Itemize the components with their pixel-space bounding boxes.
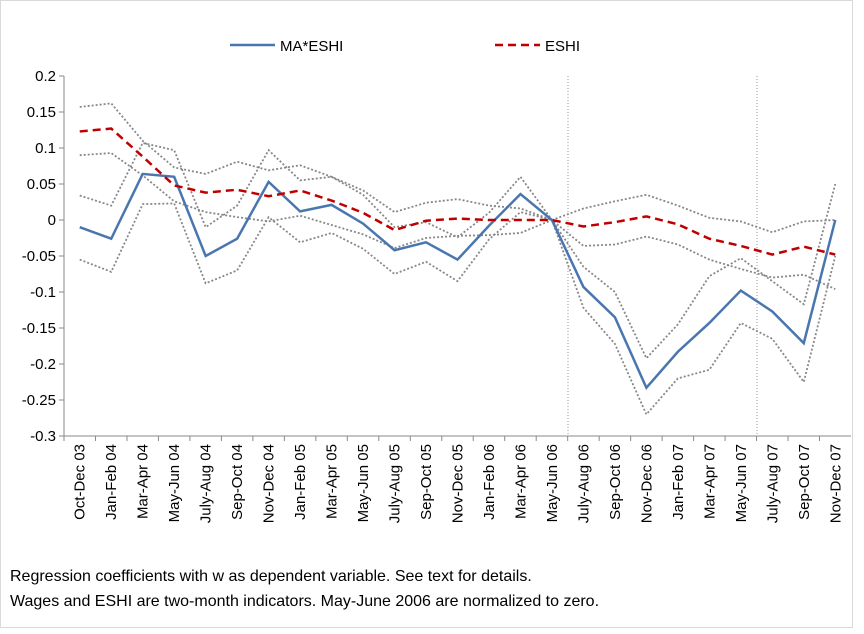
x-tick-label: Mar-Apr 04	[135, 444, 152, 519]
x-tick-label: Nov-Dec 07	[827, 444, 844, 523]
y-tick-label: -0.1	[30, 284, 56, 301]
x-tick-label: Sep-Oct 04	[229, 444, 246, 520]
x-tick-label: July-Aug 05	[387, 444, 404, 523]
x-tick-label: Sep-Oct 07	[796, 444, 813, 520]
series-line	[79, 152, 836, 290]
x-tick-label: Jan-Feb 07	[670, 444, 687, 520]
y-tick-label: -0.15	[22, 320, 56, 337]
y-tick-label: 0.2	[35, 68, 56, 85]
y-tick-label: -0.2	[30, 356, 56, 373]
x-tick-label: Sep-Oct 06	[607, 444, 624, 520]
x-tick-label: Jan-Feb 04	[103, 444, 120, 520]
x-tick-label: Oct-Dec 03	[72, 444, 89, 520]
y-tick-label: 0.15	[27, 104, 56, 121]
x-tick-label: Mar-Apr 05	[324, 444, 341, 519]
x-tick-label: July-Aug 04	[198, 444, 215, 523]
series-line	[79, 172, 837, 391]
chart-frame	[0, 0, 853, 628]
x-tick-label: Jan-Feb 06	[481, 444, 498, 520]
y-tick-label: 0	[48, 212, 56, 229]
series-line	[79, 141, 837, 360]
x-tick-label: May-Jun 05	[355, 444, 372, 522]
y-tick-label: 0.1	[35, 140, 56, 157]
y-tick-label: 0.05	[27, 176, 56, 193]
note: Wages and ESHI are two-month indicators.…	[10, 593, 599, 610]
x-tick-label: Mar-Apr 06	[512, 444, 529, 519]
x-tick-label: Nov-Dec 06	[638, 444, 655, 523]
x-tick-label: Jan-Feb 05	[292, 444, 309, 520]
note: Regression coefficients with w as depend…	[10, 568, 532, 585]
x-tick-label: July-Aug 06	[575, 444, 592, 523]
series-line	[79, 202, 837, 417]
x-tick-label: May-Jun 06	[544, 444, 561, 522]
x-tick-label: Nov-Dec 04	[261, 444, 278, 523]
x-tick-label: May-Jun 07	[733, 444, 750, 522]
x-tick-label: July-Aug 07	[764, 444, 781, 523]
x-tick-label: Nov-Dec 05	[450, 444, 467, 523]
y-tick-label: -0.05	[22, 248, 56, 265]
series-line	[79, 102, 836, 234]
series-line	[79, 127, 836, 256]
x-tick-label: Mar-Apr 07	[701, 444, 718, 519]
legend-label: ESHI	[545, 38, 580, 55]
x-tick-label: May-Jun 04	[166, 444, 183, 522]
x-tick-label: Sep-Oct 05	[418, 444, 435, 520]
legend-label: MA*ESHI	[280, 38, 343, 55]
y-tick-label: -0.25	[22, 392, 56, 409]
y-tick-label: -0.3	[30, 428, 56, 445]
